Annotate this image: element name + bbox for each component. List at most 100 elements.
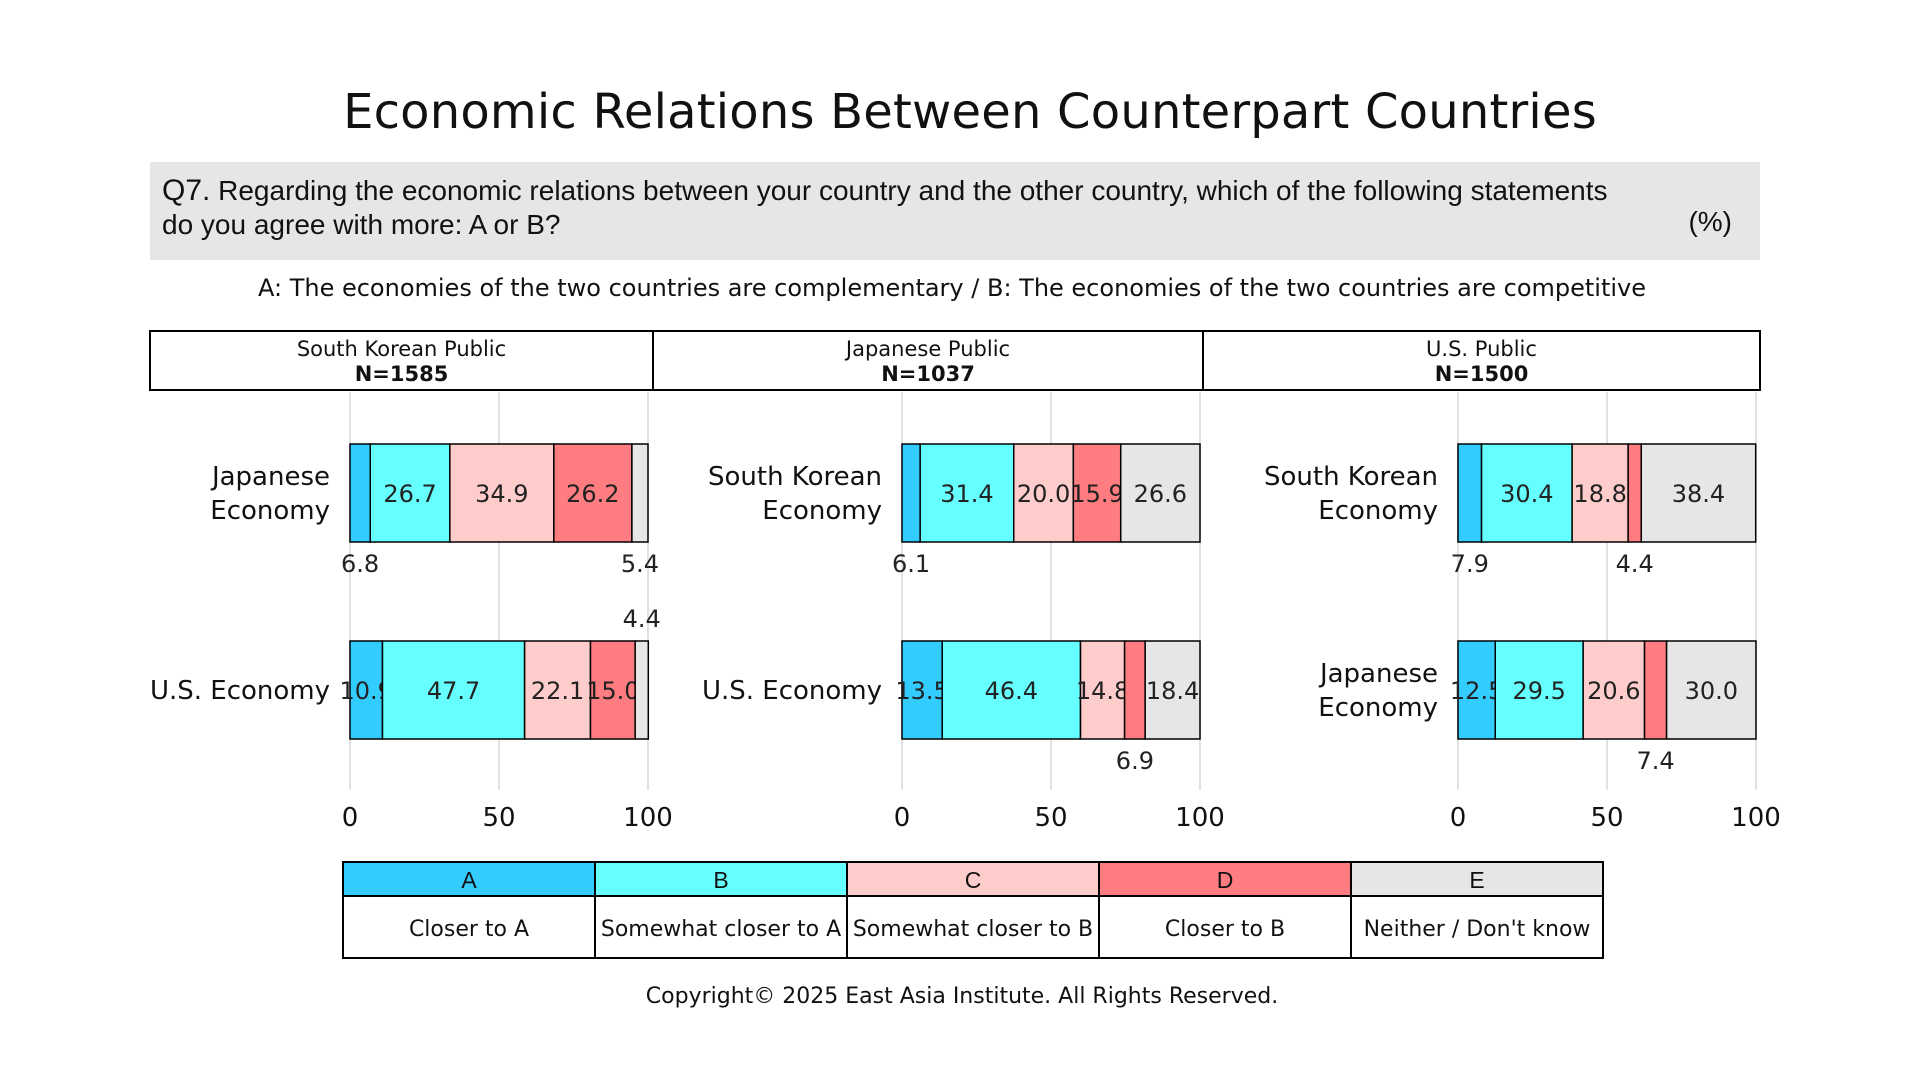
x-tick-label: 50 — [1590, 803, 1623, 833]
legend-key: D — [1217, 867, 1234, 893]
bar-segment-E — [1144, 640, 1201, 740]
legend-label-cell — [594, 895, 848, 959]
data-label: 30.0 — [1685, 677, 1738, 705]
chart-title: Economic Relations Between Counterpart C… — [343, 84, 1597, 140]
legend-label-cell — [342, 895, 596, 959]
bar-segment-E — [1640, 443, 1757, 543]
data-label: 30.4 — [1500, 480, 1553, 508]
data-label: 18.4 — [1146, 677, 1199, 705]
bar-segment-E — [1665, 640, 1757, 740]
data-label-outside: 6.9 — [1116, 747, 1154, 775]
bar-segment-D — [553, 443, 633, 543]
row-label-line1: Japanese — [1318, 659, 1438, 689]
data-label-outside: 6.8 — [341, 550, 379, 578]
bar-segment-E — [1119, 443, 1201, 543]
data-label: 46.4 — [985, 677, 1038, 705]
legend-key: B — [713, 867, 728, 893]
question-box: Q7. Regarding the economic relations bet… — [150, 162, 1760, 260]
x-tick-label: 0 — [1450, 803, 1467, 833]
x-tick-label: 100 — [1731, 803, 1781, 833]
data-label: 29.5 — [1512, 677, 1565, 705]
bar-segment-C — [449, 443, 555, 543]
legend-label: Closer to B — [1165, 917, 1285, 942]
bar-segment-C — [1571, 443, 1629, 543]
legend-label-cell — [1098, 895, 1352, 959]
bar-segment-A — [901, 443, 921, 543]
data-label: 15.9 — [1070, 480, 1123, 508]
copyright-footer: Copyright© 2025 East Asia Institute. All… — [645, 984, 1279, 1009]
panel-n-label: N=1585 — [355, 362, 449, 386]
panel-n-label: N=1037 — [881, 362, 975, 386]
bar-segment-E — [634, 640, 650, 740]
x-tick-label: 50 — [482, 803, 515, 833]
legend-key: E — [1469, 867, 1484, 893]
data-label-outside: 7.4 — [1636, 747, 1674, 775]
data-label: 22.1 — [531, 677, 584, 705]
row-label: U.S. Economy — [702, 676, 882, 706]
data-label: 13.5 — [895, 677, 948, 705]
bar-segment-C — [523, 640, 592, 740]
bar-segment-B — [369, 443, 451, 543]
row-label-line2: Economy — [1318, 693, 1438, 723]
data-label: 26.7 — [383, 480, 436, 508]
bar-segment-D — [1072, 443, 1122, 543]
data-label: 20.6 — [1587, 677, 1640, 705]
data-label-outside: 4.4 — [1616, 550, 1654, 578]
data-label: 14.8 — [1076, 677, 1129, 705]
bar-segment-B — [1494, 640, 1584, 740]
data-label-outside: 5.4 — [621, 550, 659, 578]
row-label-line2: Economy — [762, 496, 882, 526]
legend-swatch-D — [1098, 861, 1352, 897]
bar-segment-A — [1457, 640, 1496, 740]
legend-key: A — [461, 867, 477, 893]
data-label: 38.4 — [1672, 480, 1725, 508]
question-text: Regarding the economic relations between… — [162, 175, 1608, 240]
row-label-line1: Japanese — [210, 462, 330, 492]
row-label-line1: South Korean — [1264, 462, 1438, 492]
bar-segment-C — [1079, 640, 1126, 740]
bar-segment-C — [1582, 640, 1646, 740]
bar-segment-A — [1457, 443, 1483, 543]
panel-header-3 — [1202, 330, 1761, 391]
x-tick-label: 50 — [1034, 803, 1067, 833]
bar-segment-E — [631, 443, 649, 543]
bar-segment-D — [589, 640, 636, 740]
bar-segment-A — [901, 640, 943, 740]
row-label: U.S. Economy — [150, 676, 330, 706]
question-label: Q7. — [162, 174, 211, 207]
x-tick-label: 0 — [894, 803, 911, 833]
legend-label: Somewhat closer to B — [853, 917, 1093, 942]
x-tick-label: 100 — [1175, 803, 1225, 833]
bar-segment-D — [1643, 640, 1668, 740]
data-label: 26.6 — [1134, 480, 1187, 508]
data-label: 15.0 — [586, 677, 639, 705]
panel-public-label: U.S. Public — [1426, 337, 1537, 361]
legend-label: Closer to A — [409, 917, 529, 942]
ab-statement: A: The economies of the two countries ar… — [257, 274, 1646, 302]
data-label: 31.4 — [940, 480, 993, 508]
data-label-outside: 7.9 — [1451, 550, 1489, 578]
panel-n-label: N=1500 — [1435, 362, 1529, 386]
data-label: 12.5 — [1450, 677, 1503, 705]
data-label-outside: 6.1 — [892, 550, 930, 578]
data-label: 26.2 — [566, 480, 619, 508]
data-label: 47.7 — [427, 677, 480, 705]
x-tick-label: 100 — [623, 803, 673, 833]
bar-segment-D — [1627, 443, 1643, 543]
question-text-block: Q7. Regarding the economic relations bet… — [162, 174, 1612, 242]
bar-segment-A — [349, 443, 372, 543]
x-tick-label: 0 — [342, 803, 359, 833]
data-label: 18.8 — [1573, 480, 1626, 508]
unit-label: (%) — [1688, 206, 1732, 237]
legend-label-cell — [846, 895, 1100, 959]
bar-segment-B — [381, 640, 526, 740]
legend-label-cell — [1350, 895, 1604, 959]
data-label: 34.9 — [475, 480, 528, 508]
panel-public-label: South Korean Public — [297, 337, 506, 361]
legend-label: Somewhat closer to A — [601, 917, 841, 942]
row-label-line1: South Korean — [708, 462, 882, 492]
panel-public-label: Japanese Public — [844, 337, 1010, 361]
panel-header-2 — [652, 330, 1204, 391]
data-label-outside: 4.4 — [623, 605, 661, 633]
